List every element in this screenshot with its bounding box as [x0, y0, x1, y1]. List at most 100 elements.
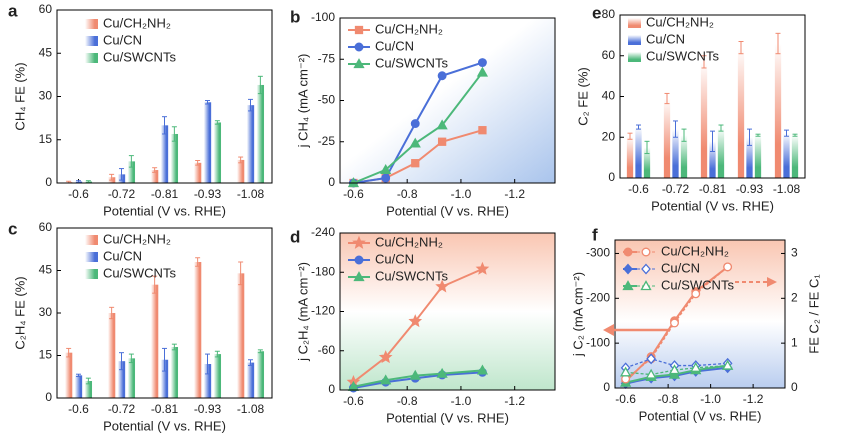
bar — [754, 135, 762, 178]
y-tick-label: -60 — [318, 343, 336, 357]
legend-label: Cu/CN — [661, 260, 700, 275]
bar — [170, 133, 179, 183]
legend-swatch — [85, 53, 98, 63]
x-tick-label: -0.93 — [194, 187, 222, 201]
arrow-head — [603, 324, 614, 336]
bar — [246, 362, 255, 398]
bar — [84, 381, 93, 398]
marker — [668, 364, 681, 375]
bar — [680, 135, 688, 178]
plot-frame — [56, 227, 273, 399]
x-tick-label: -0.81 — [151, 402, 179, 416]
x-tick-label: -1.0 — [451, 187, 472, 201]
bar — [256, 351, 265, 398]
legend-swatch — [628, 52, 641, 62]
marker — [723, 262, 733, 272]
y-tick-label: 0 — [328, 382, 335, 396]
marker — [476, 364, 489, 375]
line — [625, 364, 728, 376]
plot-frame — [614, 239, 786, 389]
y-tick-label: 60 — [602, 48, 616, 62]
marker — [380, 374, 392, 385]
marker — [670, 318, 679, 328]
marker — [352, 235, 366, 249]
x-tick-label: -0.72 — [662, 182, 690, 196]
bar — [193, 262, 202, 398]
plot-frame — [339, 232, 556, 391]
bar — [127, 358, 136, 398]
bar — [107, 313, 116, 398]
x-tick-label: -1.0 — [451, 394, 472, 408]
y-tick-label: 30 — [39, 305, 53, 319]
y-tick-label: 15 — [39, 348, 53, 362]
legend-label: Cu/CN — [375, 38, 414, 53]
marker — [620, 366, 632, 377]
legend-swatch — [85, 252, 98, 262]
legend-label: Cu/CH₂NH₂ — [103, 231, 171, 246]
x-tick-label: -0.6 — [628, 182, 649, 196]
bar — [236, 273, 245, 398]
plot-frame — [619, 14, 806, 179]
marker — [381, 173, 391, 183]
y-axis-label: j C₂H₄ (mA cm⁻²) — [295, 262, 310, 362]
y-tick-label: -200 — [586, 290, 610, 304]
legend-label: Cu/SWCNTs — [103, 265, 176, 280]
x-tick-label: -0.72 — [108, 402, 136, 416]
x-axis-label: Potential (V vs. RHE) — [103, 418, 226, 433]
x-tick-label: -0.6 — [343, 394, 364, 408]
y-tick-label: 0 — [603, 380, 610, 394]
marker — [722, 359, 734, 370]
bar — [663, 98, 671, 178]
marker — [380, 163, 392, 174]
x-tick-label: -0.6 — [68, 402, 89, 416]
marker — [435, 279, 449, 293]
y2-tick-label: 3 — [791, 246, 798, 260]
bar — [193, 162, 202, 183]
plot-background — [340, 18, 555, 183]
y-tick-label: 20 — [602, 129, 616, 143]
y-tick-label: 0 — [45, 390, 52, 404]
y2-tick-label: 0 — [791, 380, 798, 394]
marker — [410, 119, 420, 129]
legend-label: Cu/CN — [646, 31, 685, 46]
legend-swatch — [628, 18, 641, 28]
y-tick-label: 0 — [45, 175, 52, 189]
x-axis-label: Potential (V vs. RHE) — [639, 408, 762, 423]
y-tick-label: -50 — [318, 93, 336, 107]
marker — [436, 367, 448, 378]
y2-tick-label: 1 — [791, 335, 798, 349]
y-tick-label: 60 — [39, 220, 53, 234]
y-axis-label: j C₂ (mA cm⁻²) — [570, 272, 585, 357]
x-tick-label: -0.8 — [658, 392, 679, 406]
x-axis-label: Potential (V vs. RHE) — [103, 203, 226, 218]
marker — [409, 369, 421, 380]
x-tick-label: -0.72 — [108, 187, 136, 201]
panel-label: b — [290, 7, 300, 26]
marker — [476, 66, 489, 77]
bar — [246, 105, 255, 183]
x-axis-label: Potential (V vs. RHE) — [386, 410, 509, 425]
legend-label: Cu/CH₂NH₂ — [375, 234, 443, 249]
bar — [791, 135, 799, 178]
bar — [160, 125, 169, 183]
bar — [170, 347, 179, 398]
legend-swatch — [85, 19, 98, 29]
bar — [717, 128, 725, 178]
marker — [411, 159, 420, 168]
marker — [409, 137, 421, 148]
panel-label: d — [290, 227, 300, 246]
marker — [408, 314, 423, 328]
marker — [436, 119, 448, 130]
bar — [709, 141, 716, 178]
legend-label: Cu/SWCNTs — [375, 268, 448, 283]
marker — [353, 271, 365, 282]
bar — [74, 375, 83, 398]
x-tick-label: -1.08 — [237, 187, 265, 201]
legend-label: Cu/CN — [103, 248, 142, 263]
x-tick-label: -1.2 — [504, 394, 525, 408]
y-axis-label: CH₄ FE (%) — [12, 62, 27, 130]
y-axis-label: C₂ FE (%) — [575, 67, 590, 126]
bar — [160, 359, 169, 398]
marker — [477, 58, 487, 67]
x-tick-label: -0.93 — [194, 402, 222, 416]
